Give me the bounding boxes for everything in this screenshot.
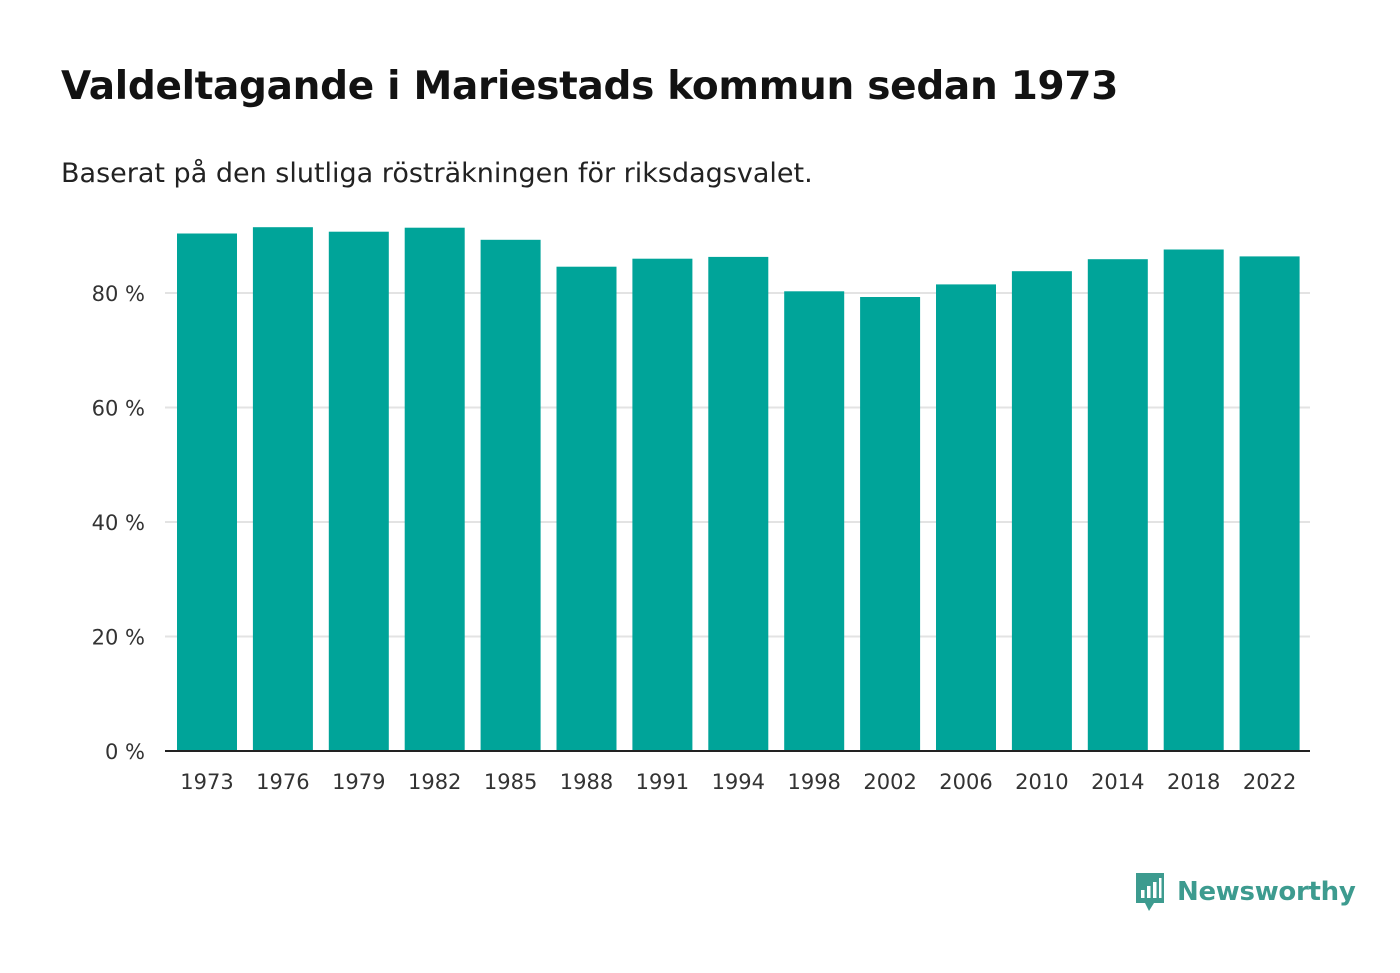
bars <box>177 227 1300 752</box>
y-tick-label: 40 % <box>92 511 145 535</box>
bar-1973 <box>177 233 237 751</box>
x-tick-label: 2002 <box>863 770 916 794</box>
y-tick-label: 0 % <box>105 740 145 764</box>
bar-2014 <box>1087 259 1148 751</box>
x-tick-label: 1973 <box>180 770 233 794</box>
x-tick-label: 1982 <box>408 770 461 794</box>
y-tick-label: 60 % <box>92 397 145 421</box>
bar-2018 <box>1163 249 1224 751</box>
y-tick-labels: 0 % 20 % 40 % 60 % 80 % <box>92 282 145 764</box>
x-tick-label: 2022 <box>1243 770 1296 794</box>
x-tick-labels: 1973 1976 1979 1982 1985 1988 1991 1994 1998 2002… <box>180 770 1296 794</box>
bar-1976 <box>252 227 313 751</box>
bar-1988 <box>556 266 617 751</box>
bar-1991 <box>632 258 693 751</box>
x-tick-label: 1976 <box>256 770 309 794</box>
bar-1982 <box>404 227 465 751</box>
x-tick-label: 2010 <box>1015 770 1068 794</box>
bar-2006 <box>936 284 996 751</box>
bar-1994 <box>708 256 769 751</box>
chart-title: Valdeltagande i Mariestads kommun sedan … <box>61 64 1119 109</box>
x-tick-label: 1994 <box>712 770 765 794</box>
bar-2010 <box>1011 271 1072 751</box>
bar-1998 <box>784 291 845 751</box>
bar-1979 <box>328 231 389 751</box>
x-tick-label: 2006 <box>939 770 992 794</box>
bar-2002 <box>860 297 921 751</box>
x-tick-label: 2018 <box>1167 770 1220 794</box>
chart-subtitle: Baserat på den slutliga rösträkningen fö… <box>61 158 813 189</box>
y-tick-label: 80 % <box>92 282 145 306</box>
x-tick-label: 1979 <box>332 770 385 794</box>
bar-1985 <box>480 239 541 752</box>
x-tick-label: 1991 <box>636 770 689 794</box>
brand-logo: Newsworthy <box>1133 870 1356 914</box>
brand-name: Newsworthy <box>1177 877 1356 907</box>
x-tick-label: 1988 <box>560 770 613 794</box>
x-tick-label: 1998 <box>787 770 840 794</box>
x-tick-label: 2014 <box>1091 770 1144 794</box>
bar-2022 <box>1239 256 1300 751</box>
y-tick-label: 20 % <box>92 626 145 650</box>
x-tick-label: 1985 <box>484 770 537 794</box>
newsworthy-logo-icon <box>1136 873 1164 911</box>
